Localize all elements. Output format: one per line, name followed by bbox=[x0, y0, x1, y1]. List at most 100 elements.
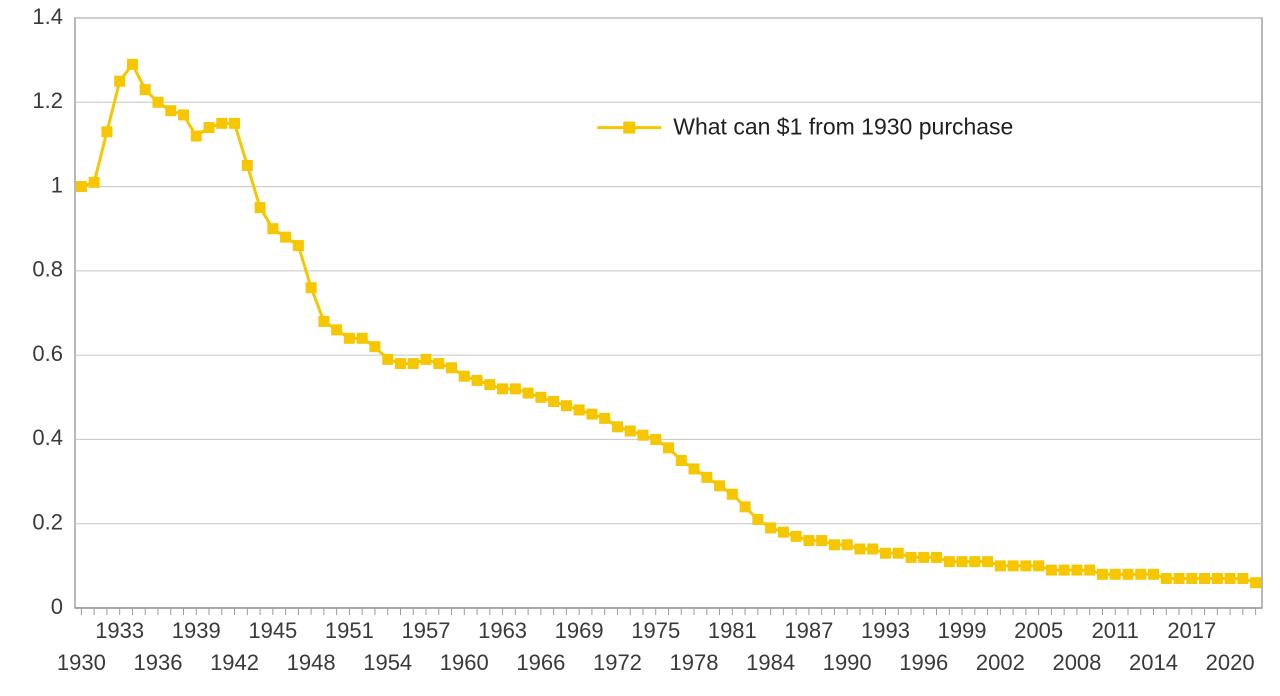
x-axis-tick-label: 1993 bbox=[861, 618, 910, 643]
series-marker bbox=[778, 527, 788, 537]
series-marker bbox=[715, 481, 725, 491]
x-axis-tick-label: 1969 bbox=[555, 618, 604, 643]
series-marker bbox=[383, 354, 393, 364]
series-marker bbox=[612, 422, 622, 432]
series-marker bbox=[1161, 574, 1171, 584]
x-axis-tick-label: 1957 bbox=[402, 618, 451, 643]
series-marker bbox=[1034, 561, 1044, 571]
series-marker bbox=[498, 384, 508, 394]
series-marker bbox=[638, 430, 648, 440]
series-marker bbox=[332, 325, 342, 335]
series-marker bbox=[600, 413, 610, 423]
x-axis-tick-label: 1990 bbox=[823, 650, 872, 675]
series-marker bbox=[1085, 565, 1095, 575]
series-marker bbox=[625, 426, 635, 436]
legend-marker bbox=[623, 122, 635, 134]
series-marker bbox=[574, 405, 584, 415]
series-marker bbox=[970, 557, 980, 567]
y-axis-tick-label: 0.8 bbox=[32, 257, 63, 282]
series-marker bbox=[76, 182, 86, 192]
series-marker bbox=[1200, 574, 1210, 584]
x-axis-tick-label: 2002 bbox=[976, 650, 1025, 675]
series-marker bbox=[255, 203, 265, 213]
series-marker bbox=[306, 283, 316, 293]
series-marker bbox=[983, 557, 993, 567]
series-marker bbox=[395, 359, 405, 369]
series-marker bbox=[140, 85, 150, 95]
series-marker bbox=[587, 409, 597, 419]
series-marker bbox=[791, 531, 801, 541]
x-axis-tick-label: 1939 bbox=[172, 618, 221, 643]
series-marker bbox=[829, 540, 839, 550]
series-marker bbox=[1225, 574, 1235, 584]
chart-svg: 00.20.40.60.811.21.419301936194219481954… bbox=[0, 0, 1280, 696]
series-marker bbox=[434, 359, 444, 369]
y-axis-tick-label: 1.2 bbox=[32, 88, 63, 113]
series-marker bbox=[319, 316, 329, 326]
series-marker bbox=[1021, 561, 1031, 571]
series-marker bbox=[89, 177, 99, 187]
series-marker bbox=[357, 333, 367, 343]
series-marker bbox=[702, 472, 712, 482]
series-marker bbox=[242, 161, 252, 171]
series-marker bbox=[1123, 569, 1133, 579]
series-marker bbox=[727, 489, 737, 499]
series-marker bbox=[1149, 569, 1159, 579]
y-axis-tick-label: 0 bbox=[51, 594, 63, 619]
series-marker bbox=[549, 397, 559, 407]
x-axis-tick-label: 1936 bbox=[133, 650, 182, 675]
series-marker bbox=[1097, 569, 1107, 579]
series-marker bbox=[1251, 578, 1261, 588]
series-marker bbox=[561, 401, 571, 411]
x-axis-tick-label: 1999 bbox=[938, 618, 987, 643]
series-marker bbox=[932, 552, 942, 562]
series-marker bbox=[472, 375, 482, 385]
x-axis-tick-label: 1975 bbox=[631, 618, 680, 643]
series-marker bbox=[1187, 574, 1197, 584]
series-marker bbox=[191, 131, 201, 141]
x-axis-tick-label: 1933 bbox=[95, 618, 144, 643]
x-axis-tick-label: 1963 bbox=[478, 618, 527, 643]
series-marker bbox=[230, 118, 240, 128]
series-marker bbox=[102, 127, 112, 137]
series-marker bbox=[536, 392, 546, 402]
x-axis-tick-label: 1930 bbox=[57, 650, 106, 675]
x-axis-tick-label: 1942 bbox=[210, 650, 259, 675]
series-marker bbox=[1238, 574, 1248, 584]
series-marker bbox=[1072, 565, 1082, 575]
x-axis-tick-label: 1948 bbox=[287, 650, 336, 675]
series-marker bbox=[268, 224, 278, 234]
series-marker bbox=[1212, 574, 1222, 584]
x-axis-tick-label: 1972 bbox=[593, 650, 642, 675]
x-axis-tick-label: 2017 bbox=[1167, 618, 1216, 643]
series-marker bbox=[995, 561, 1005, 571]
x-axis-tick-label: 1954 bbox=[363, 650, 412, 675]
series-marker bbox=[1110, 569, 1120, 579]
series-marker bbox=[957, 557, 967, 567]
series-marker bbox=[676, 456, 686, 466]
x-axis-tick-label: 2008 bbox=[1052, 650, 1101, 675]
series-marker bbox=[344, 333, 354, 343]
series-marker bbox=[689, 464, 699, 474]
series-marker bbox=[664, 443, 674, 453]
x-axis-tick-label: 1978 bbox=[670, 650, 719, 675]
series-marker bbox=[880, 548, 890, 558]
series-marker bbox=[740, 502, 750, 512]
x-axis-tick-label: 2011 bbox=[1092, 618, 1139, 643]
series-marker bbox=[459, 371, 469, 381]
y-axis-tick-label: 0.4 bbox=[32, 425, 63, 450]
x-axis-tick-label: 1960 bbox=[440, 650, 489, 675]
series-marker bbox=[523, 388, 533, 398]
x-axis-tick-label: 1987 bbox=[784, 618, 833, 643]
series-marker bbox=[153, 97, 163, 107]
x-axis-tick-label: 1966 bbox=[516, 650, 565, 675]
series-marker bbox=[842, 540, 852, 550]
series-marker bbox=[510, 384, 520, 394]
series-marker bbox=[766, 523, 776, 533]
series-marker bbox=[204, 123, 214, 133]
series-marker bbox=[1059, 565, 1069, 575]
x-axis-tick-label: 1996 bbox=[899, 650, 948, 675]
x-axis-tick-label: 2020 bbox=[1206, 650, 1255, 675]
y-axis-tick-label: 0.6 bbox=[32, 341, 63, 366]
y-axis-tick-label: 1 bbox=[51, 172, 63, 197]
